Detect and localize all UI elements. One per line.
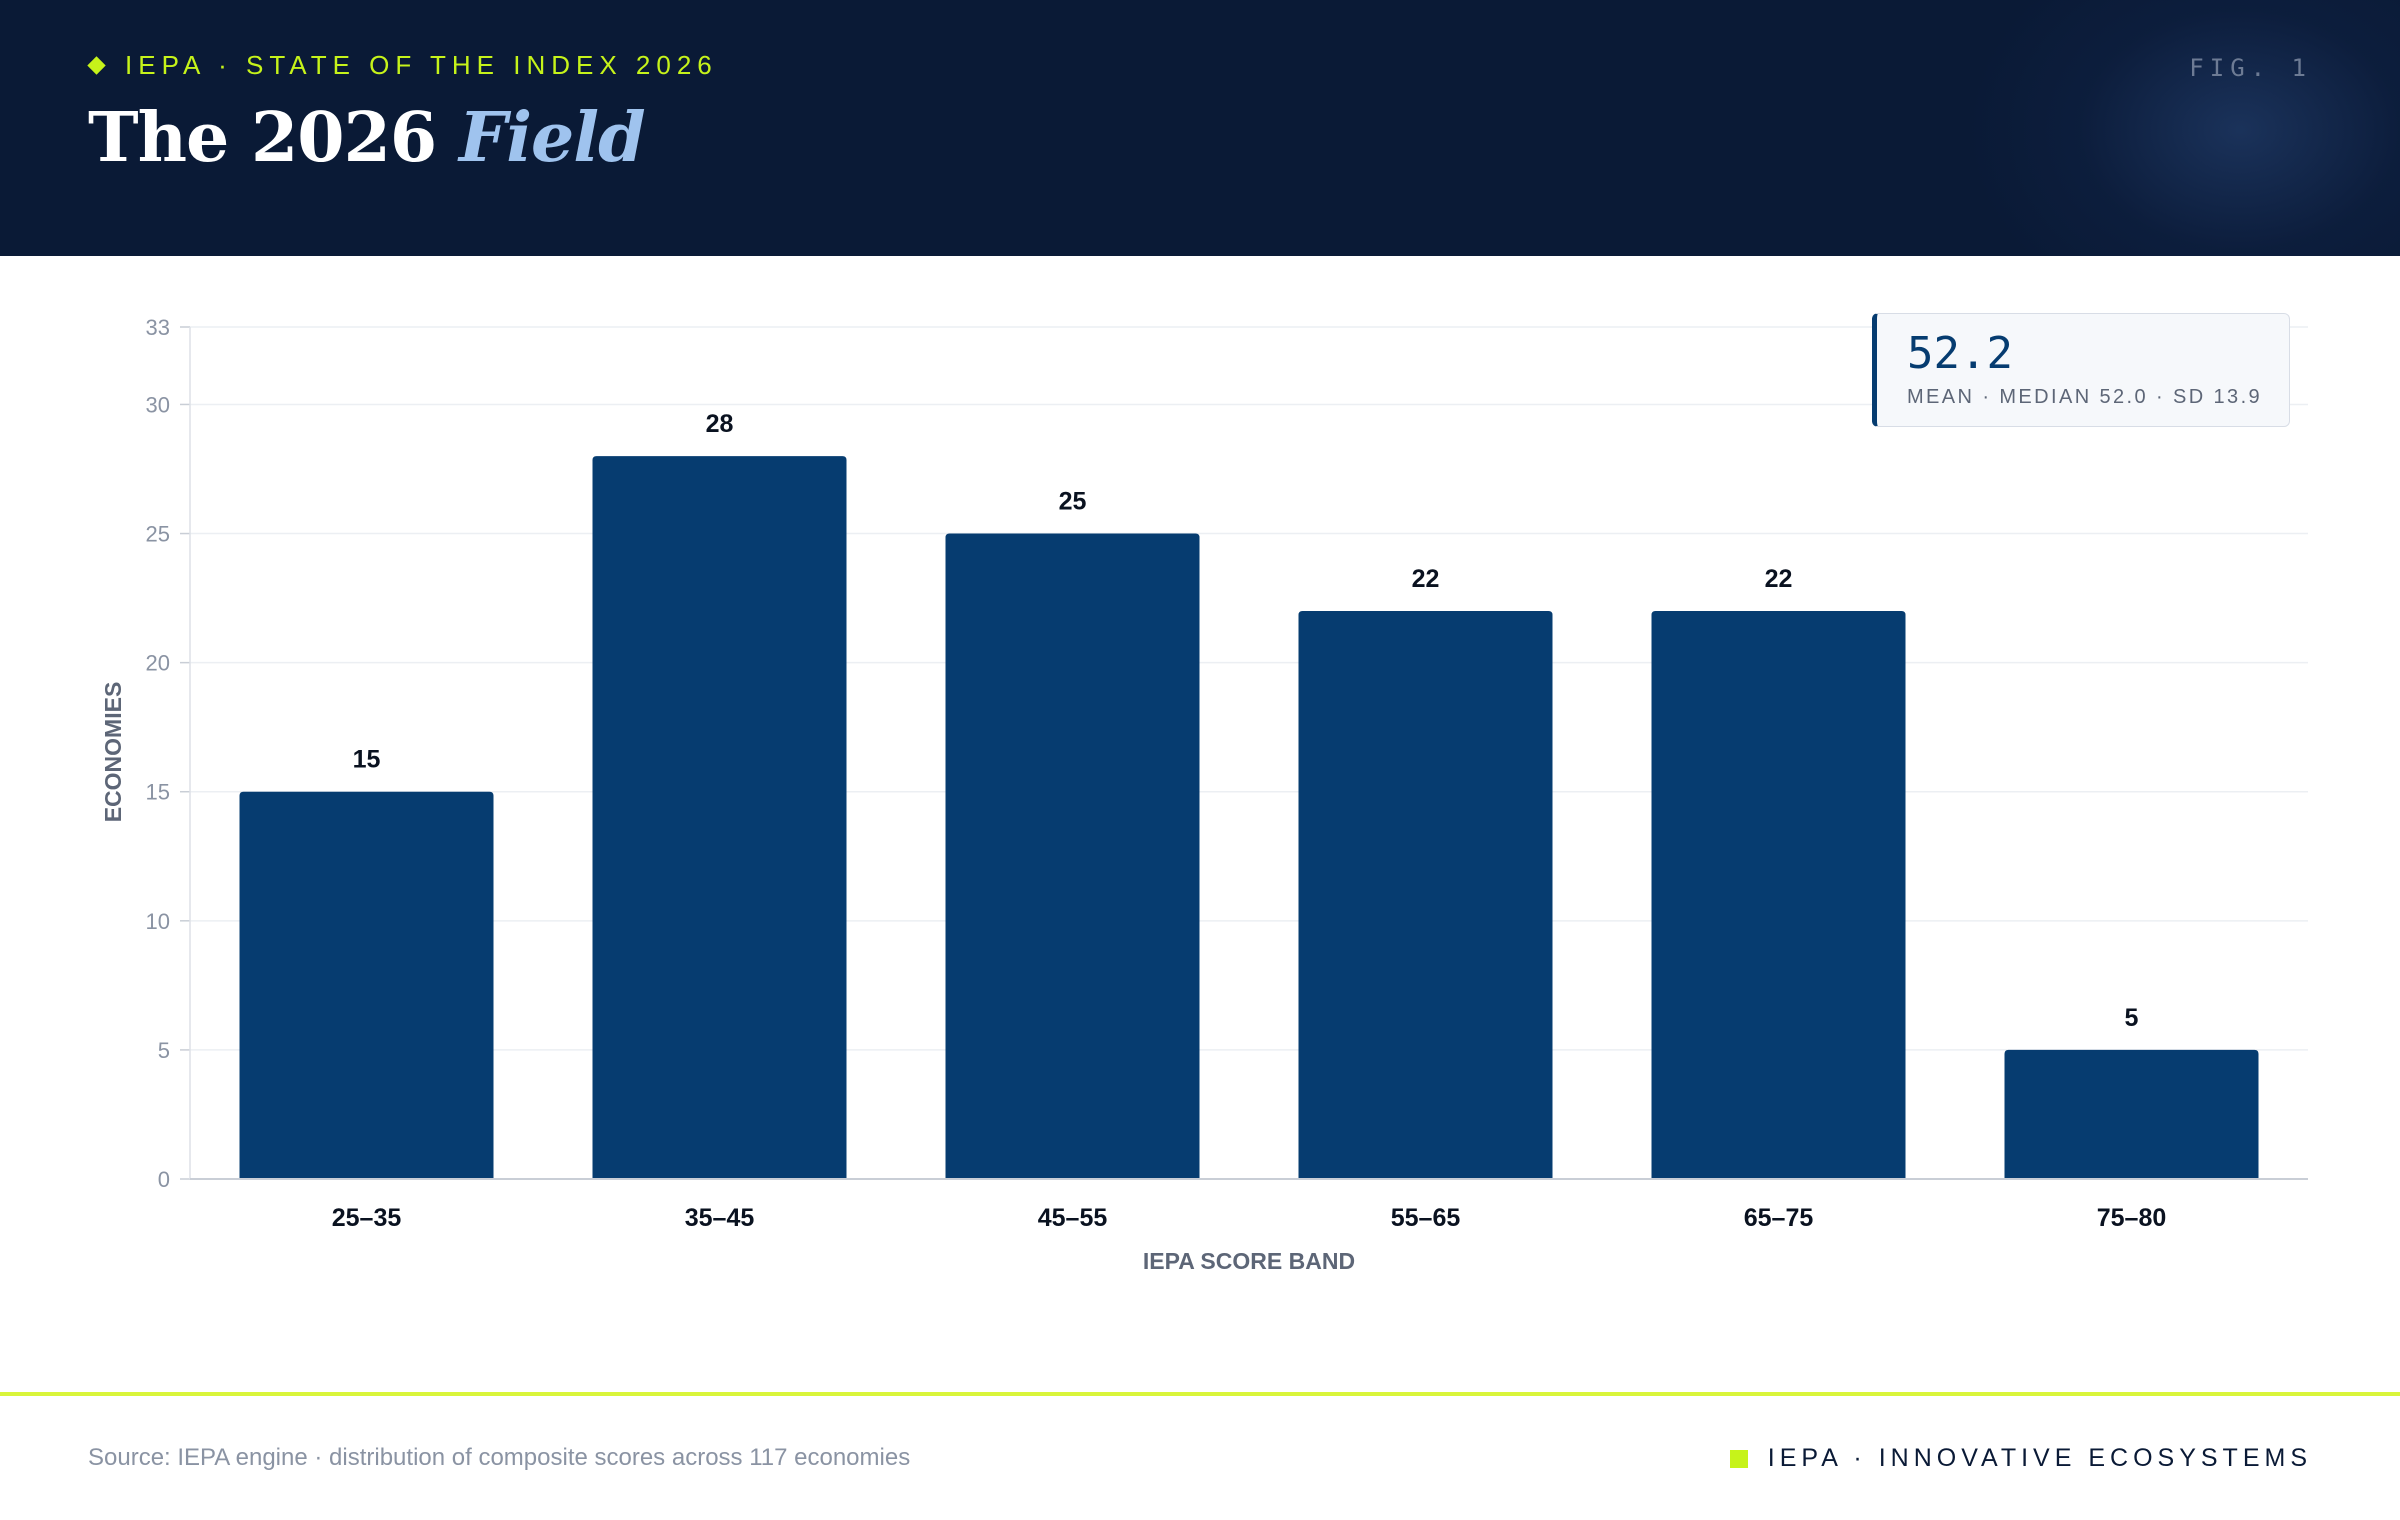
footer-divider xyxy=(0,1392,2400,1396)
x-axis-title: IEPA SCORE BAND xyxy=(1143,1248,1355,1274)
y-tick-label: 30 xyxy=(146,392,170,417)
diamond-icon xyxy=(87,56,106,75)
y-axis-title: ECONOMIES xyxy=(100,682,126,823)
figure-label: FIG. 1 xyxy=(2189,54,2312,82)
data-label: 22 xyxy=(1765,565,1793,593)
title-main: The 2026 xyxy=(88,98,437,178)
bar xyxy=(592,456,847,1179)
bar-chart: 0 5 10 15 20 25 30 33 15 25–35 28 35–45 25 45–55 22 55–… xyxy=(100,315,2308,1274)
x-tick-label: 45–55 xyxy=(1038,1204,1108,1232)
data-label: 28 xyxy=(706,410,734,438)
bar xyxy=(1651,611,1906,1179)
data-label: 25 xyxy=(1059,488,1087,516)
bar xyxy=(2004,1049,2259,1179)
chart-area: 0 5 10 15 20 25 30 33 15 25–35 28 35–45 25 45–55 22 55–… xyxy=(0,256,2400,1386)
x-tick-label: 35–45 xyxy=(685,1204,755,1232)
y-tick-label: 5 xyxy=(158,1038,170,1063)
x-tick-label: 55–65 xyxy=(1391,1204,1461,1232)
data-label: 15 xyxy=(353,746,381,774)
brand: IEPA · INNOVATIVE ECOSYSTEMS xyxy=(1729,1444,2312,1473)
brand-square-icon xyxy=(1729,1449,1748,1468)
brand-text: IEPA · INNOVATIVE ECOSYSTEMS xyxy=(1767,1444,2312,1472)
mean-value: 52.2 xyxy=(1907,328,2013,379)
stat-caption: MEAN · MEDIAN 52.0 · SD 13.9 xyxy=(1907,386,2263,408)
bar xyxy=(1298,611,1553,1179)
data-label: 22 xyxy=(1412,565,1440,593)
bar xyxy=(239,791,494,1179)
bar xyxy=(945,533,1200,1179)
header: IEPA · STATE OF THE INDEX 2026 FIG. 1 Th… xyxy=(0,0,2400,256)
y-tick-label: 0 xyxy=(158,1167,170,1192)
title-accent: Field xyxy=(458,98,646,178)
page-title: The 2026 Field xyxy=(88,98,646,178)
kicker: IEPA · STATE OF THE INDEX 2026 xyxy=(87,50,718,81)
source-note: Source: IEPA engine · distribution of co… xyxy=(88,1444,911,1471)
header-glow xyxy=(1960,0,2400,256)
x-tick-label: 75–80 xyxy=(2097,1204,2167,1232)
kicker-text: IEPA · STATE OF THE INDEX 2026 xyxy=(125,50,718,80)
y-tick-label: 25 xyxy=(146,522,170,547)
y-tick-label: 33 xyxy=(146,315,170,340)
data-label: 5 xyxy=(2125,1004,2139,1032)
y-tick-label: 15 xyxy=(146,780,170,805)
y-tick-label: 10 xyxy=(146,909,170,934)
x-tick-label: 25–35 xyxy=(332,1204,402,1232)
mean-stat-box: 52.2 MEAN · MEDIAN 52.0 · SD 13.9 xyxy=(1872,313,2290,427)
y-tick-label: 20 xyxy=(146,651,170,676)
x-tick-label: 65–75 xyxy=(1744,1204,1814,1232)
